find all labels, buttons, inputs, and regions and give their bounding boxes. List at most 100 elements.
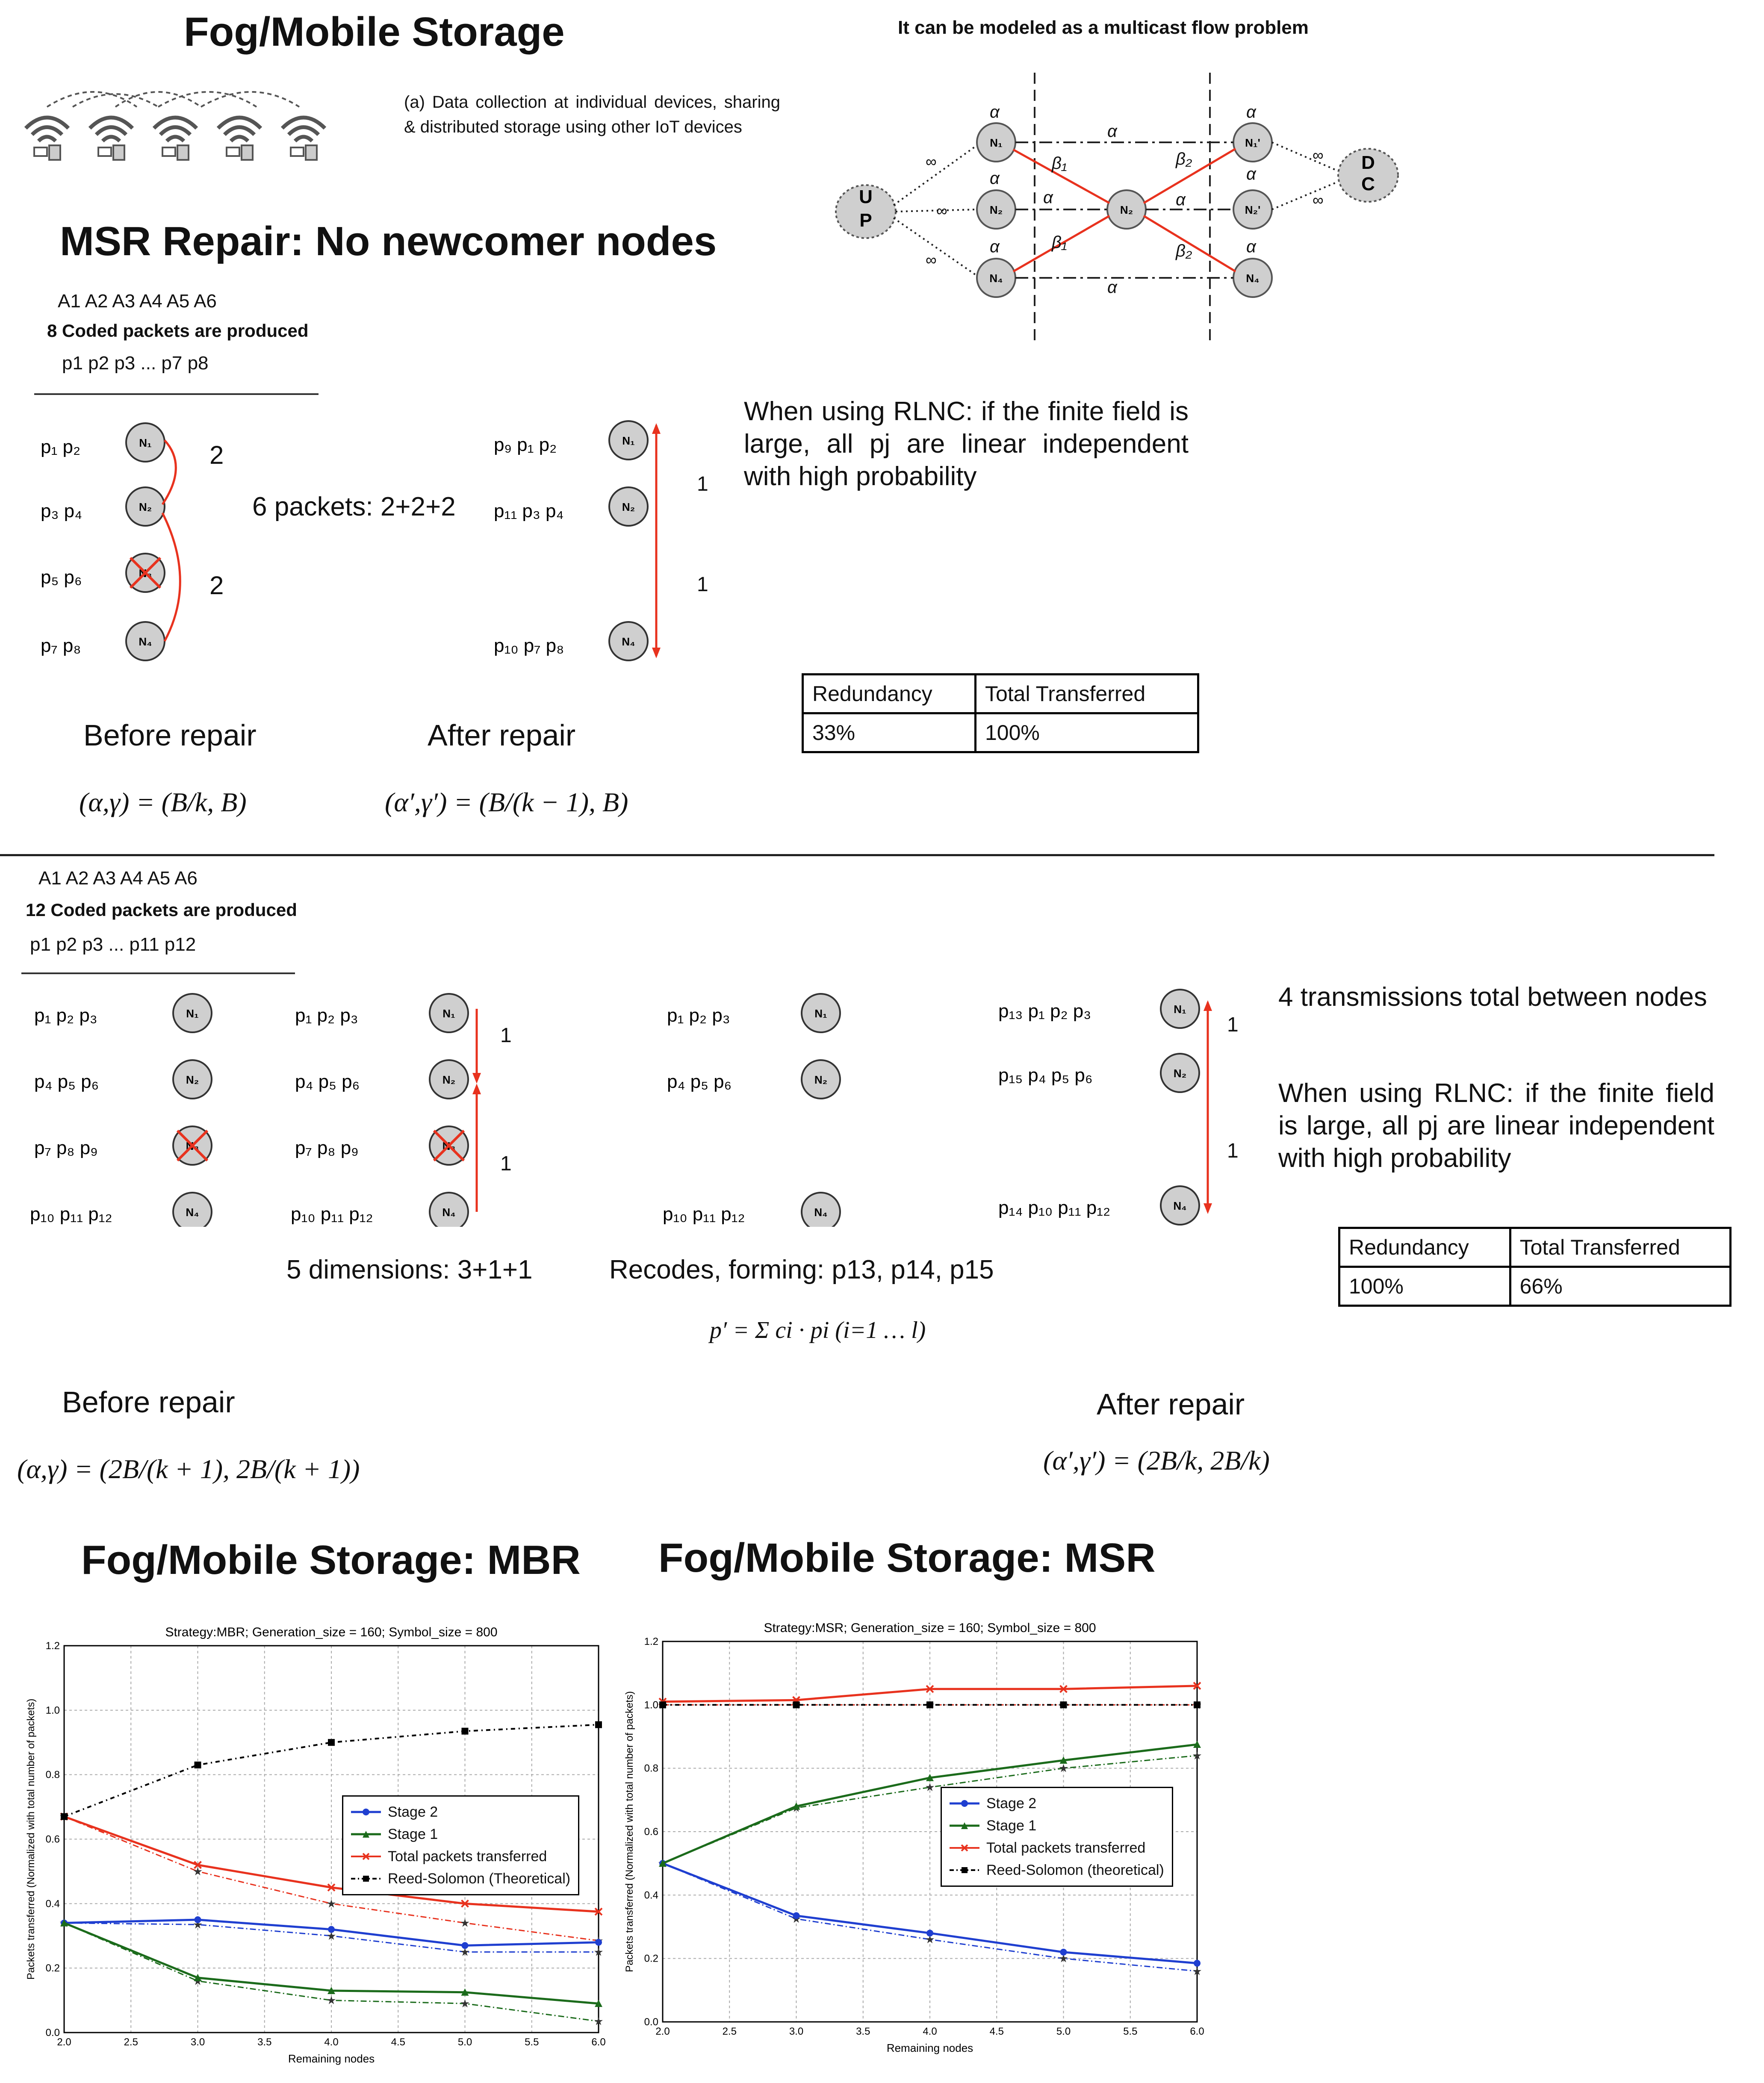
legend-item: Total packets transferred bbox=[950, 1837, 1164, 1859]
svg-text:p₄ p₅ p₆: p₄ p₅ p₆ bbox=[667, 1071, 732, 1092]
theoretical-line bbox=[64, 1922, 599, 2022]
svg-text:β₂: β₂ bbox=[1175, 150, 1192, 168]
svg-text:β₁: β₁ bbox=[1051, 154, 1067, 173]
data-point bbox=[1059, 1685, 1068, 1693]
theoretical-point: ★ bbox=[326, 1930, 336, 1942]
mbr-sources: A1 A2 A3 A4 A5 A6 bbox=[38, 868, 198, 889]
legend-item: Reed-Solomon (Theoretical) bbox=[351, 1868, 570, 1890]
svg-text:P: P bbox=[859, 210, 872, 231]
y-tick-label: 0.6 bbox=[46, 1834, 60, 1845]
y-tick-label: 0.4 bbox=[46, 1898, 60, 1909]
x-tick-label: 3.0 bbox=[789, 2026, 803, 2037]
msr-after-nodes: N₁ N₂ N₄ p₉ p₁ p₂ p₁₁ p₃ p₄ p₁₀ p₇ p₈ bbox=[494, 420, 661, 661]
msr-redundancy-table: Redundancy Total Transferred 33% 100% bbox=[802, 673, 1200, 753]
mbr-table-val2: 66% bbox=[1509, 1266, 1732, 1307]
x-tick-label: 2.5 bbox=[124, 2036, 138, 2048]
svg-text:∞: ∞ bbox=[1313, 146, 1324, 164]
mbr-chart-legend: Stage 2 Stage 1 Total packets transferre… bbox=[342, 1795, 580, 1895]
x-tick-label: 5.5 bbox=[525, 2036, 539, 2048]
msr-coded-caption: 8 Coded packets are produced bbox=[47, 321, 309, 341]
svg-text:β₂: β₂ bbox=[1175, 242, 1192, 260]
svg-text:p₄ p₅ p₆: p₄ p₅ p₆ bbox=[34, 1071, 99, 1092]
data-point bbox=[594, 1907, 603, 1916]
svg-text:α: α bbox=[1246, 103, 1257, 121]
mbr-table-col1: Redundancy bbox=[1338, 1227, 1511, 1268]
y-tick-label: 0.4 bbox=[644, 1889, 658, 1901]
svg-text:N₄: N₄ bbox=[186, 1206, 199, 1219]
svg-text:N₄: N₄ bbox=[1246, 272, 1259, 285]
multicast-flow-diagram: UP DC N₁ N₂ N₄ N₂ N₁' N₂' N₄ α α α α α α α α α α β₁… bbox=[835, 73, 1399, 346]
data-point bbox=[1194, 1701, 1201, 1709]
mbr-recode-formula: p′ = Σ ci · pi (i=1 … l) bbox=[710, 1317, 926, 1343]
theoretical-point: ★ bbox=[193, 1865, 203, 1878]
mbr-table-col2: Total Transferred bbox=[1509, 1227, 1732, 1268]
msr-packets: p1 p2 p3 ... p7 p8 bbox=[62, 353, 209, 374]
data-point bbox=[595, 1721, 602, 1728]
svg-text:N₂: N₂ bbox=[442, 1073, 455, 1086]
plot-frame bbox=[662, 1641, 1198, 2023]
svg-text:N₁: N₁ bbox=[814, 1007, 827, 1020]
svg-text:α: α bbox=[990, 237, 1000, 256]
section-divider bbox=[0, 854, 1714, 856]
legend-label: Total packets transferred bbox=[986, 1839, 1146, 1856]
msr-table-val1: 33% bbox=[802, 712, 976, 753]
data-point bbox=[659, 1859, 667, 1867]
theoretical-point: ★ bbox=[593, 1945, 603, 1958]
svg-text:N₄: N₄ bbox=[139, 635, 152, 648]
data-point bbox=[926, 1685, 934, 1693]
svg-text:p₁ p₂ p₃: p₁ p₂ p₃ bbox=[34, 1005, 97, 1026]
data-point bbox=[327, 1986, 335, 1994]
x-tick-label: 5.0 bbox=[458, 2036, 472, 2048]
svg-text:p₁ p₂: p₁ p₂ bbox=[41, 436, 80, 457]
svg-text:D: D bbox=[1361, 152, 1375, 173]
data-point bbox=[461, 1942, 469, 1949]
data-point bbox=[194, 1916, 201, 1924]
theoretical-point: ★ bbox=[925, 1933, 935, 1946]
msr-sources: A1 A2 A3 A4 A5 A6 bbox=[58, 291, 217, 312]
theoretical-point: ★ bbox=[1059, 1952, 1068, 1965]
x-tick-label: 2.0 bbox=[57, 2036, 71, 2048]
x-tick-label: 2.5 bbox=[723, 2026, 737, 2037]
data-point bbox=[328, 1926, 335, 1933]
x-tick-label: 4.0 bbox=[324, 2036, 338, 2048]
plot-frame bbox=[63, 1645, 599, 2033]
theoretical-point: ★ bbox=[460, 1945, 470, 1958]
y-tick-label: 0.8 bbox=[46, 1769, 60, 1781]
msr-six-packets: 6 packets: 2+2+2 bbox=[252, 492, 456, 521]
msr-before-formula: (α,γ) = (B/k, B) bbox=[79, 787, 247, 817]
mbr-divider bbox=[21, 972, 295, 974]
mbr-count-2b: 1 bbox=[1227, 1140, 1239, 1162]
data-point bbox=[793, 1701, 800, 1709]
data-point bbox=[461, 1727, 469, 1735]
svg-text:α: α bbox=[990, 169, 1000, 188]
msr-table-col1: Redundancy bbox=[802, 673, 976, 714]
x-tick-label: 5.0 bbox=[1056, 2026, 1071, 2037]
y-tick-label: 0.6 bbox=[644, 1826, 658, 1838]
theoretical-point: ★ bbox=[1059, 1762, 1068, 1775]
data-point bbox=[194, 1762, 201, 1769]
svg-text:∞: ∞ bbox=[1313, 191, 1324, 209]
svg-text:α: α bbox=[1107, 122, 1118, 141]
mbr-count-2a: 1 bbox=[1227, 1014, 1239, 1036]
svg-text:N₄: N₄ bbox=[622, 635, 635, 648]
svg-text:p₉ p₁ p₂: p₉ p₁ p₂ bbox=[494, 434, 557, 455]
data-point bbox=[461, 1988, 469, 1996]
theoretical-point: ★ bbox=[593, 2015, 603, 2028]
data-point bbox=[61, 1813, 68, 1820]
mbr-count-1a: 1 bbox=[500, 1024, 512, 1047]
msr-table-col2: Total Transferred bbox=[974, 673, 1200, 714]
svg-text:p₇ p₈ p₉: p₇ p₈ p₉ bbox=[295, 1137, 359, 1158]
y-tick-label: 0.0 bbox=[644, 2016, 658, 2028]
msr-rlnc-note: When using RLNC: if the finite field is … bbox=[744, 397, 1189, 491]
y-tick-label: 0.0 bbox=[46, 2027, 60, 2039]
svg-text:p₇ p₈: p₇ p₈ bbox=[41, 635, 81, 656]
msr-transfer-count-a: 2 bbox=[209, 441, 224, 469]
y-tick-label: 0.2 bbox=[644, 1953, 658, 1965]
svg-text:p₁₅ p₄ p₅ p₆: p₁₅ p₄ p₅ p₆ bbox=[998, 1065, 1093, 1086]
msr-after-repair: After repair bbox=[428, 719, 576, 752]
data-point bbox=[793, 1912, 800, 1919]
svg-text:p₃ p₄: p₃ p₄ bbox=[41, 501, 82, 521]
svg-text:β₁: β₁ bbox=[1051, 233, 1067, 252]
data-point bbox=[328, 1739, 335, 1746]
